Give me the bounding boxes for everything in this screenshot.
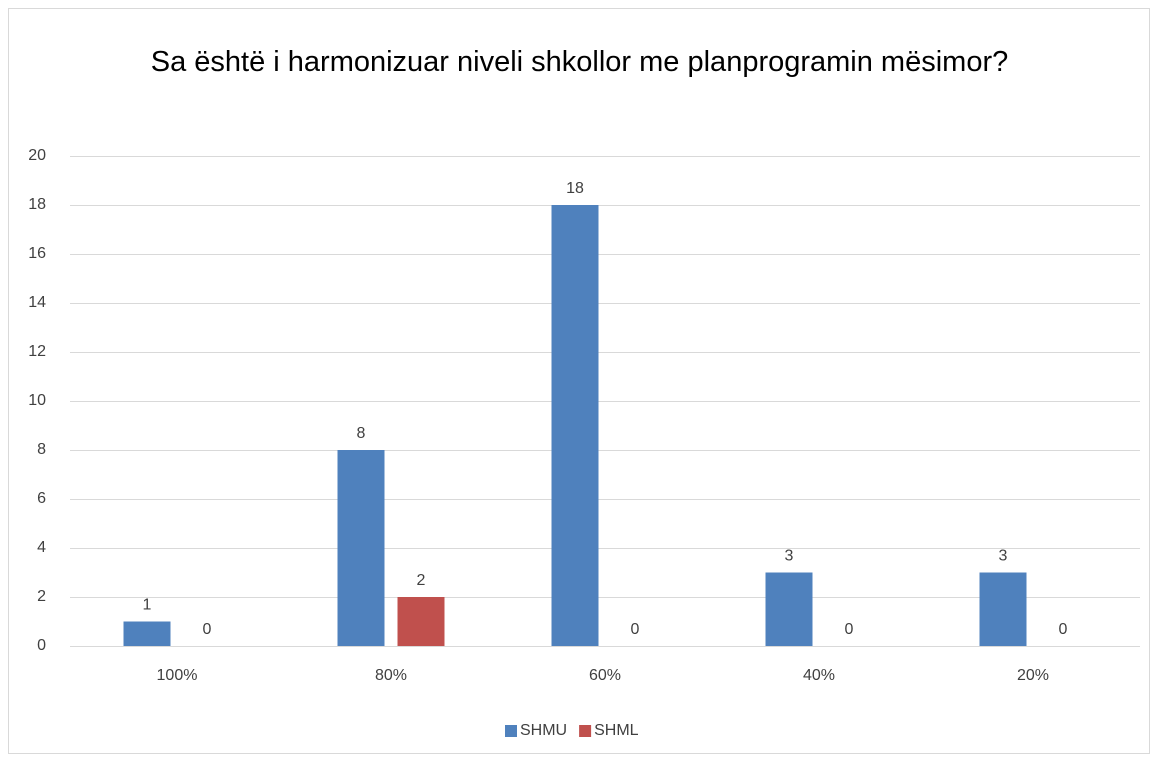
bar (979, 572, 1027, 646)
data-label: 18 (566, 180, 584, 197)
bar (337, 450, 385, 646)
y-tick-label: 0 (37, 637, 46, 654)
data-label: 3 (999, 548, 1008, 565)
bar (123, 621, 171, 646)
y-tick-label: 14 (28, 294, 46, 311)
title-box: Sa është i harmonizuar niveli shkollor m… (0, 42, 1159, 82)
data-label: 1 (143, 597, 152, 614)
chart-title: Sa është i harmonizuar niveli shkollor m… (150, 46, 1009, 78)
y-tick-label: 2 (37, 588, 46, 605)
y-tick-label: 16 (28, 245, 46, 262)
legend-swatch (505, 725, 517, 737)
x-tick-label: 80% (375, 667, 407, 684)
data-label: 0 (203, 621, 212, 638)
y-tick-label: 6 (37, 490, 46, 507)
data-label: 0 (845, 621, 854, 638)
bar (551, 205, 599, 646)
x-tick-label: 100% (157, 667, 198, 684)
x-tick-label: 20% (1017, 667, 1049, 684)
data-label: 3 (785, 548, 794, 565)
bar (397, 597, 445, 646)
data-label: 0 (1059, 621, 1068, 638)
chart-frame (8, 8, 1150, 754)
legend-swatch (579, 725, 592, 737)
y-tick-label: 20 (28, 147, 46, 164)
data-label: 0 (631, 621, 640, 638)
y-tick-label: 4 (37, 539, 46, 556)
x-tick-label: 60% (589, 667, 621, 684)
y-tick-label: 18 (28, 196, 46, 213)
y-tick-label: 12 (28, 343, 46, 360)
x-tick-label: 40% (803, 667, 835, 684)
bar (765, 572, 813, 646)
data-label: 8 (357, 425, 366, 442)
y-tick-label: 8 (37, 441, 46, 458)
y-tick-label: 10 (28, 392, 46, 409)
legend-label: SHMU (520, 722, 567, 739)
legend-label: SHML (594, 722, 639, 739)
data-label: 2 (417, 572, 426, 589)
